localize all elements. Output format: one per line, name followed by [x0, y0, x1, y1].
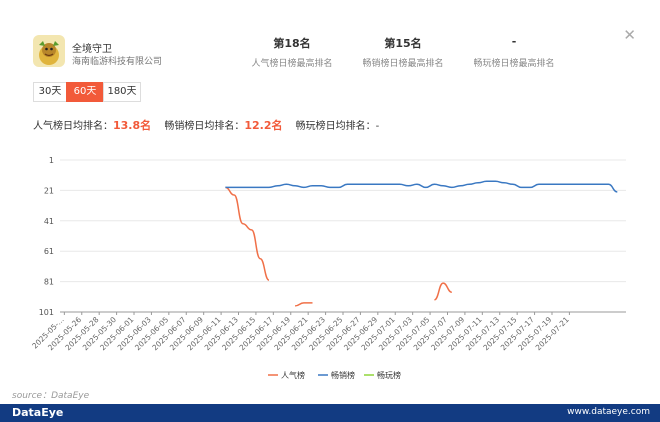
stat-bestseller-best: 第15名 畅销榜日榜最高排名: [343, 35, 463, 69]
avg-popularity-value: 13.8名: [113, 119, 152, 132]
avg-play-value: -: [375, 121, 380, 132]
tab-30-days[interactable]: 30天: [33, 82, 67, 102]
tab-60-days[interactable]: 60天: [66, 82, 104, 102]
stat-label: 人气榜日榜最高排名: [251, 59, 333, 69]
source-note: source：DataEye: [12, 391, 90, 401]
legend-label[interactable]: 畅销榜: [331, 370, 355, 380]
stat-play-best: - 畅玩榜日榜最高排名: [454, 35, 574, 69]
avg-bestseller-label: 畅销榜日均排名：: [164, 121, 245, 132]
footer-bar: DataEye www.dataeye.com: [0, 404, 660, 422]
y-tick-label: 81: [44, 278, 54, 287]
app-developer: 海南临游科技有限公司: [72, 57, 163, 67]
avg-popularity-label: 人气榜日均排名：: [33, 121, 113, 132]
y-tick-label: 101: [39, 308, 54, 317]
stat-popularity-best: 第18名 人气榜日榜最高排名: [232, 35, 352, 69]
average-rank-row: 人气榜日均排名：13.8名 畅销榜日均排名：12.2名 畅玩榜日均排名：-: [33, 117, 379, 133]
y-tick-label: 21: [44, 186, 54, 195]
legend-label[interactable]: 人气榜: [281, 370, 305, 380]
legend-label[interactable]: 畅玩榜: [377, 370, 401, 380]
stat-value: 第15名: [384, 37, 422, 50]
game-app-icon: [33, 35, 65, 67]
avg-play-label: 畅玩榜日均排名：: [295, 121, 376, 132]
stat-label: 畅玩榜日榜最高排名: [473, 59, 555, 69]
app-name: 全境守卫: [72, 44, 112, 55]
series-line: [434, 282, 452, 301]
y-tick-label: 41: [44, 217, 54, 226]
stat-value: -: [511, 35, 517, 48]
range-tabs: 30天 60天 180天: [33, 82, 141, 102]
rank-trend-chart: 1214161811012025-05-...2025-05-262025-05…: [30, 156, 626, 380]
y-tick-label: 61: [44, 247, 54, 256]
series-line: [295, 302, 313, 307]
avg-bestseller-value: 12.2名: [244, 119, 283, 132]
y-tick-label: 1: [49, 156, 54, 165]
close-icon[interactable]: ✕: [623, 26, 636, 44]
footer-url: www.dataeye.com: [567, 407, 650, 417]
series-line: [225, 186, 270, 281]
series-line: [225, 180, 618, 193]
tab-180-days[interactable]: 180天: [103, 82, 141, 102]
footer-brand: DataEye: [12, 406, 64, 419]
stat-label: 畅销榜日榜最高排名: [362, 59, 444, 69]
stat-value: 第18名: [273, 37, 311, 50]
